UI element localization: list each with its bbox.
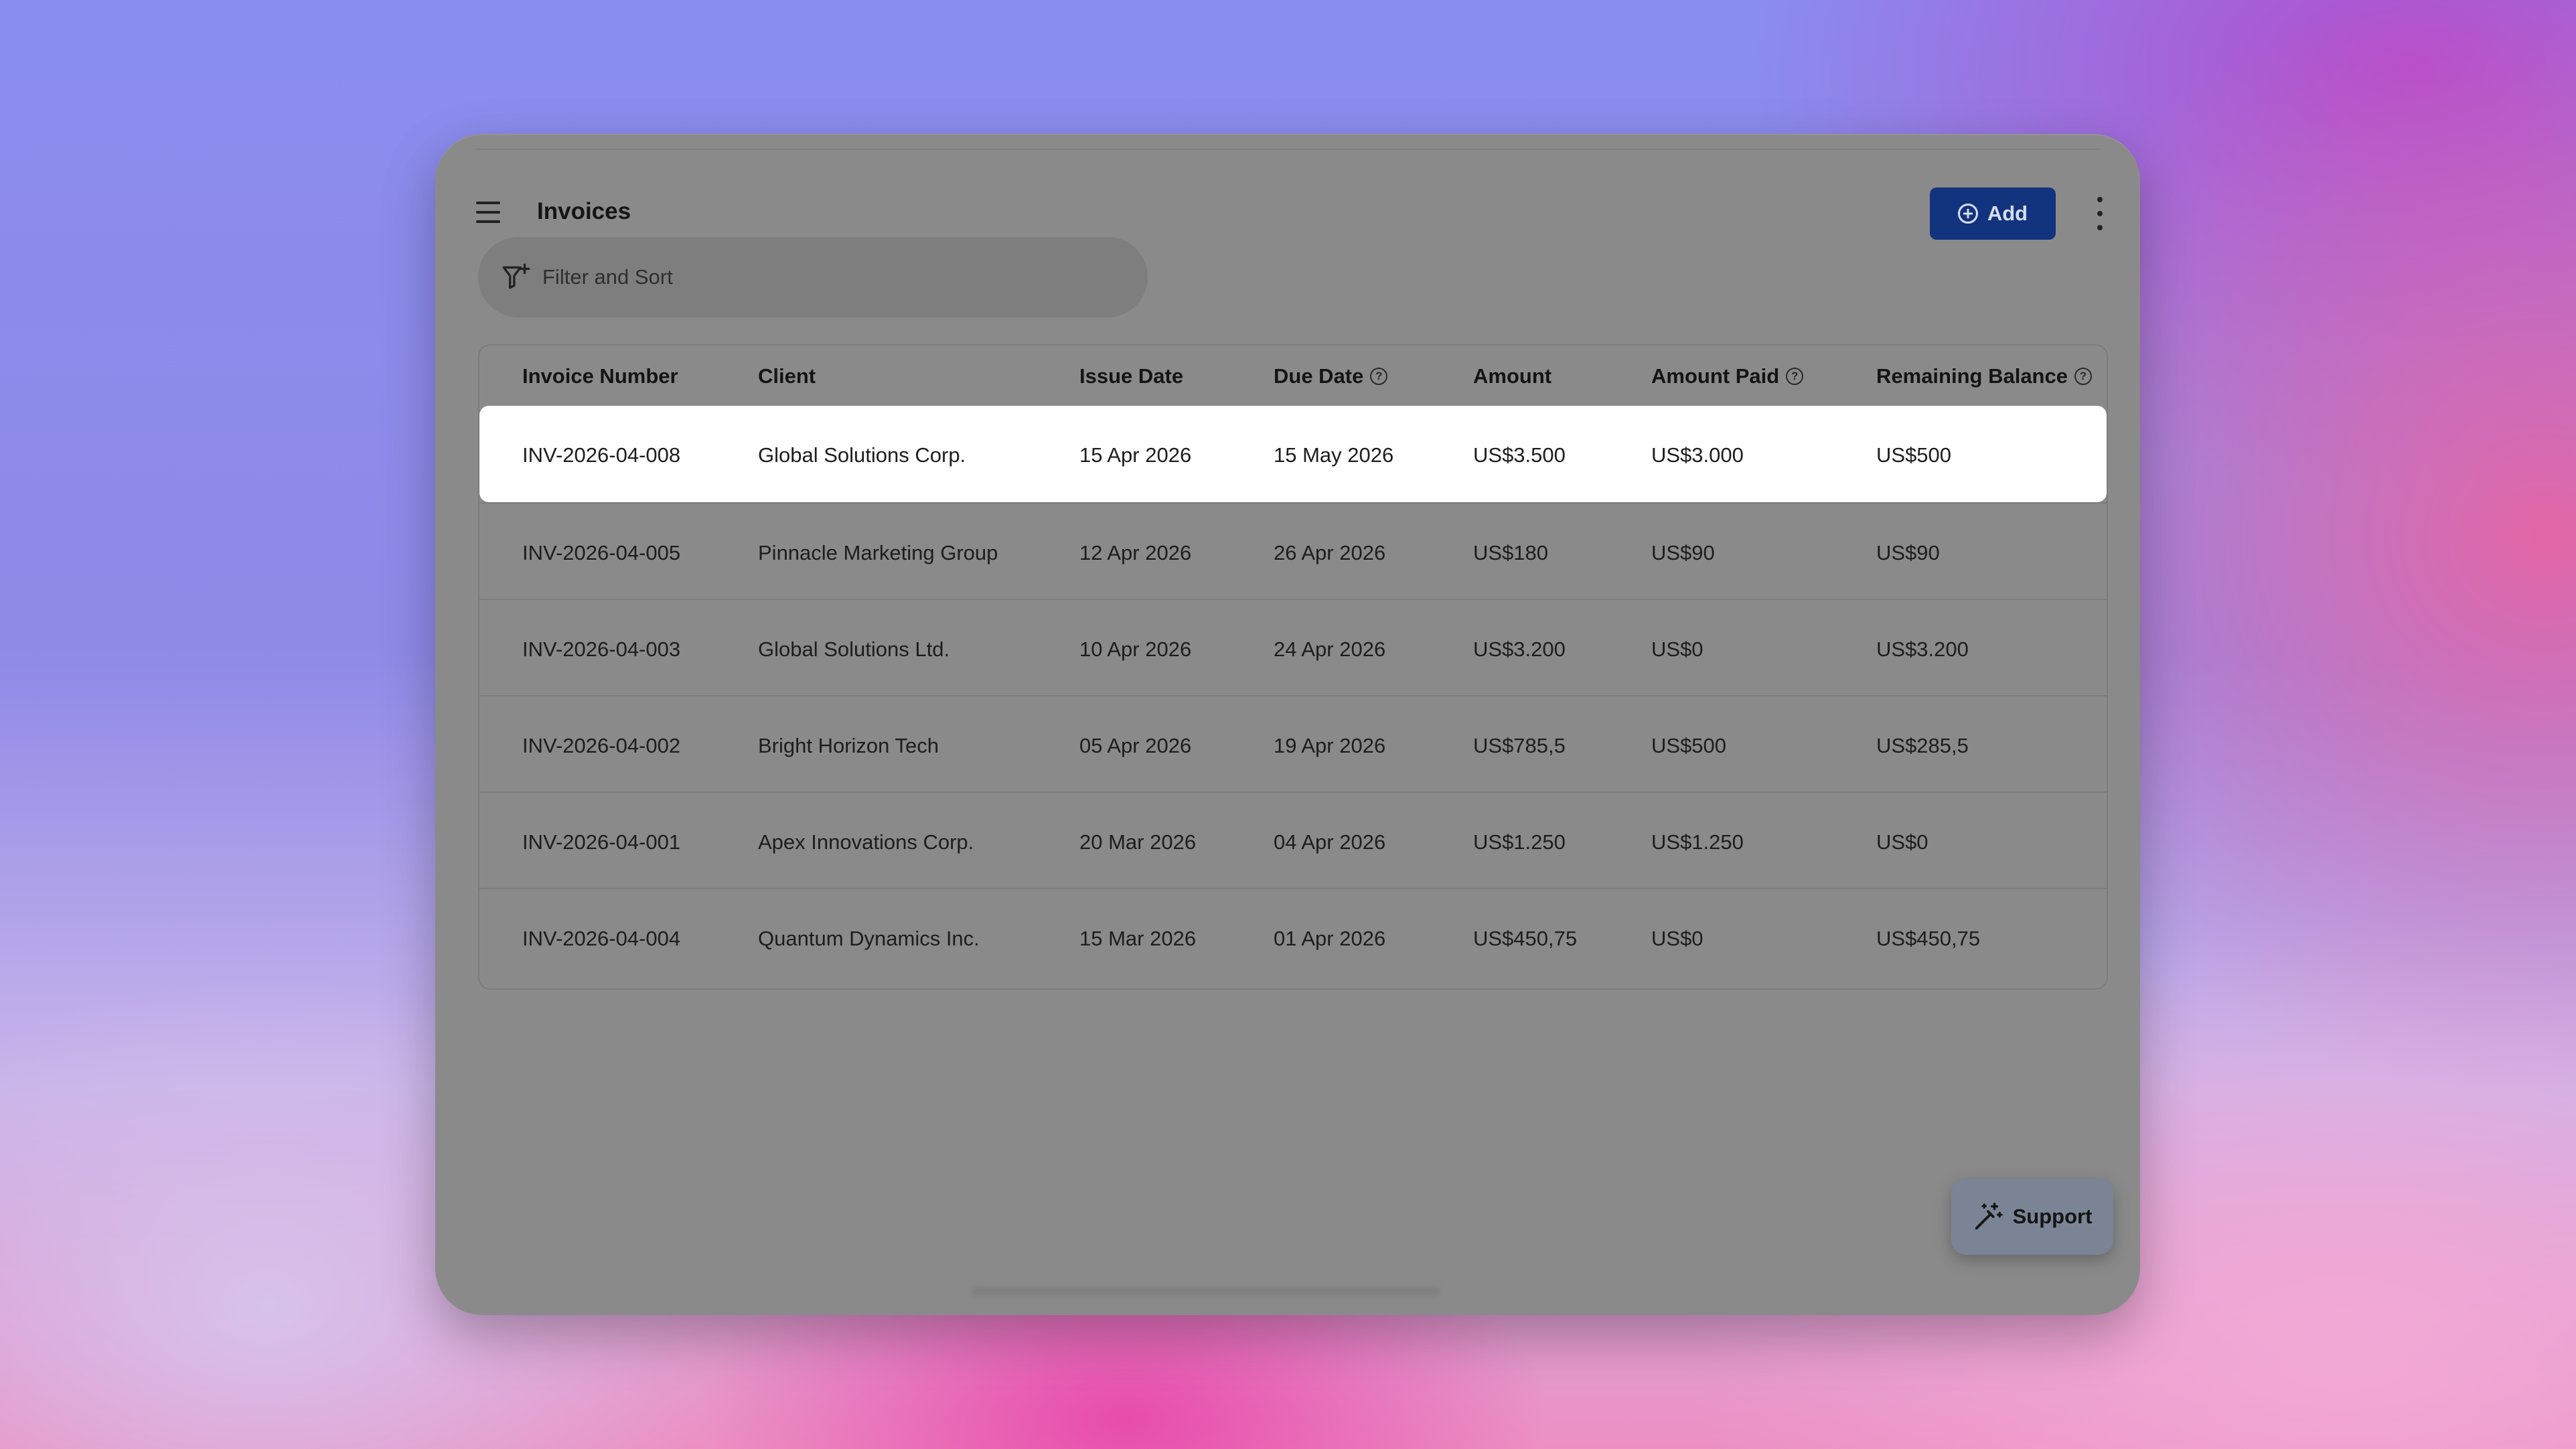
header: Invoices Add — [435, 167, 2140, 254]
cell-invoice-number: INV-2026-04-003 — [522, 637, 681, 661]
cell-invoice-number: INV-2026-04-001 — [522, 830, 681, 854]
window-edge — [475, 149, 2100, 150]
table-row[interactable]: INV-2026-04-002 Bright Horizon Tech 05 A… — [479, 695, 2107, 791]
cell-issue-date: 20 Mar 2026 — [1079, 830, 1197, 854]
help-icon[interactable]: ? — [1786, 368, 1804, 385]
cell-invoice-number: INV-2026-04-008 — [522, 443, 681, 467]
plus-circle-icon — [1957, 204, 1978, 224]
cell-amount: US$1.250 — [1473, 830, 1566, 854]
cell-amount-paid: US$90 — [1651, 541, 1715, 564]
cell-invoice-number: INV-2026-04-005 — [522, 541, 681, 564]
cell-due-date: 24 Apr 2026 — [1274, 637, 1386, 661]
filter-input[interactable] — [541, 264, 1079, 290]
cell-invoice-number: INV-2026-04-004 — [522, 927, 681, 950]
cell-client: Quantum Dynamics Inc. — [758, 927, 980, 950]
cell-remaining-balance: US$450,75 — [1876, 927, 1981, 950]
table-row[interactable]: INV-2026-04-004 Quantum Dynamics Inc. 15… — [479, 888, 2107, 984]
cell-remaining-balance: US$285,5 — [1876, 734, 1969, 757]
table-row[interactable]: INV-2026-04-005 Pinnacle Marketing Group… — [479, 502, 2107, 599]
more-vertical-icon[interactable] — [2093, 197, 2107, 230]
cell-client: Global Solutions Corp. — [758, 443, 966, 467]
cell-amount-paid: US$3.000 — [1651, 443, 1744, 467]
filter-plus-icon — [502, 263, 530, 289]
table-row[interactable]: INV-2026-04-003 Global Solutions Ltd. 10… — [479, 599, 2107, 695]
hamburger-menu-icon[interactable] — [471, 196, 505, 229]
cell-client: Apex Innovations Corp. — [758, 830, 974, 854]
magic-wand-icon — [1975, 1203, 2003, 1230]
add-button-label: Add — [1987, 202, 2028, 225]
cell-amount-paid: US$0 — [1651, 637, 1703, 661]
cell-issue-date: 05 Apr 2026 — [1079, 734, 1192, 757]
add-button[interactable]: Add — [1930, 187, 2056, 240]
column-header-amount[interactable]: Amount — [1473, 364, 1552, 388]
page-title: Invoices — [537, 198, 631, 224]
column-header-invoice-number[interactable]: Invoice Number — [522, 364, 678, 388]
cell-due-date: 15 May 2026 — [1274, 443, 1394, 467]
cell-amount-paid: US$0 — [1651, 927, 1703, 950]
invoices-table: Invoice Number Client Issue Date Due Dat… — [478, 344, 2108, 990]
column-header-client[interactable]: Client — [758, 364, 816, 388]
column-header-issue-date[interactable]: Issue Date — [1079, 364, 1184, 388]
column-header-amount-paid[interactable]: Amount Paid? — [1651, 364, 1804, 388]
table-header: Invoice Number Client Issue Date Due Dat… — [479, 346, 2107, 406]
cell-amount: US$450,75 — [1473, 927, 1578, 950]
table-row[interactable]: INV-2026-04-001 Apex Innovations Corp. 2… — [479, 791, 2107, 888]
cell-amount: US$180 — [1473, 541, 1549, 564]
cell-due-date: 04 Apr 2026 — [1274, 830, 1386, 854]
cell-due-date: 01 Apr 2026 — [1274, 927, 1386, 950]
cell-amount: US$3.500 — [1473, 443, 1566, 467]
cell-remaining-balance: US$0 — [1876, 830, 1928, 854]
cell-due-date: 26 Apr 2026 — [1274, 541, 1386, 564]
help-icon[interactable]: ? — [2074, 368, 2092, 385]
table-row[interactable]: INV-2026-04-008 Global Solutions Corp. 1… — [479, 406, 2107, 502]
column-header-due-date[interactable]: Due Date? — [1274, 364, 1388, 388]
cell-issue-date: 12 Apr 2026 — [1079, 541, 1192, 564]
cell-client: Global Solutions Ltd. — [758, 637, 950, 661]
cell-amount: US$785,5 — [1473, 734, 1566, 757]
cell-amount: US$3.200 — [1473, 637, 1566, 661]
support-button[interactable]: Support — [1951, 1178, 2113, 1255]
cell-issue-date: 15 Mar 2026 — [1079, 927, 1197, 950]
bottom-handle — [971, 1287, 1440, 1296]
cell-client: Bright Horizon Tech — [758, 734, 939, 757]
cell-issue-date: 10 Apr 2026 — [1079, 637, 1192, 661]
cell-remaining-balance: US$500 — [1876, 443, 1952, 467]
cell-amount-paid: US$500 — [1651, 734, 1727, 757]
cell-client: Pinnacle Marketing Group — [758, 541, 998, 564]
cell-invoice-number: INV-2026-04-002 — [522, 734, 681, 757]
cell-remaining-balance: US$90 — [1876, 541, 1940, 564]
support-label: Support — [2012, 1205, 2093, 1228]
cell-amount-paid: US$1.250 — [1651, 830, 1744, 854]
cell-remaining-balance: US$3.200 — [1876, 637, 1969, 661]
filter-bar[interactable] — [478, 237, 1148, 317]
cell-due-date: 19 Apr 2026 — [1274, 734, 1386, 757]
column-header-remaining-balance[interactable]: Remaining Balance? — [1876, 364, 2092, 388]
app-window: Invoices Add Invoice Number Client Issue… — [435, 134, 2140, 1315]
help-icon[interactable]: ? — [1370, 368, 1388, 385]
cell-issue-date: 15 Apr 2026 — [1079, 443, 1192, 467]
